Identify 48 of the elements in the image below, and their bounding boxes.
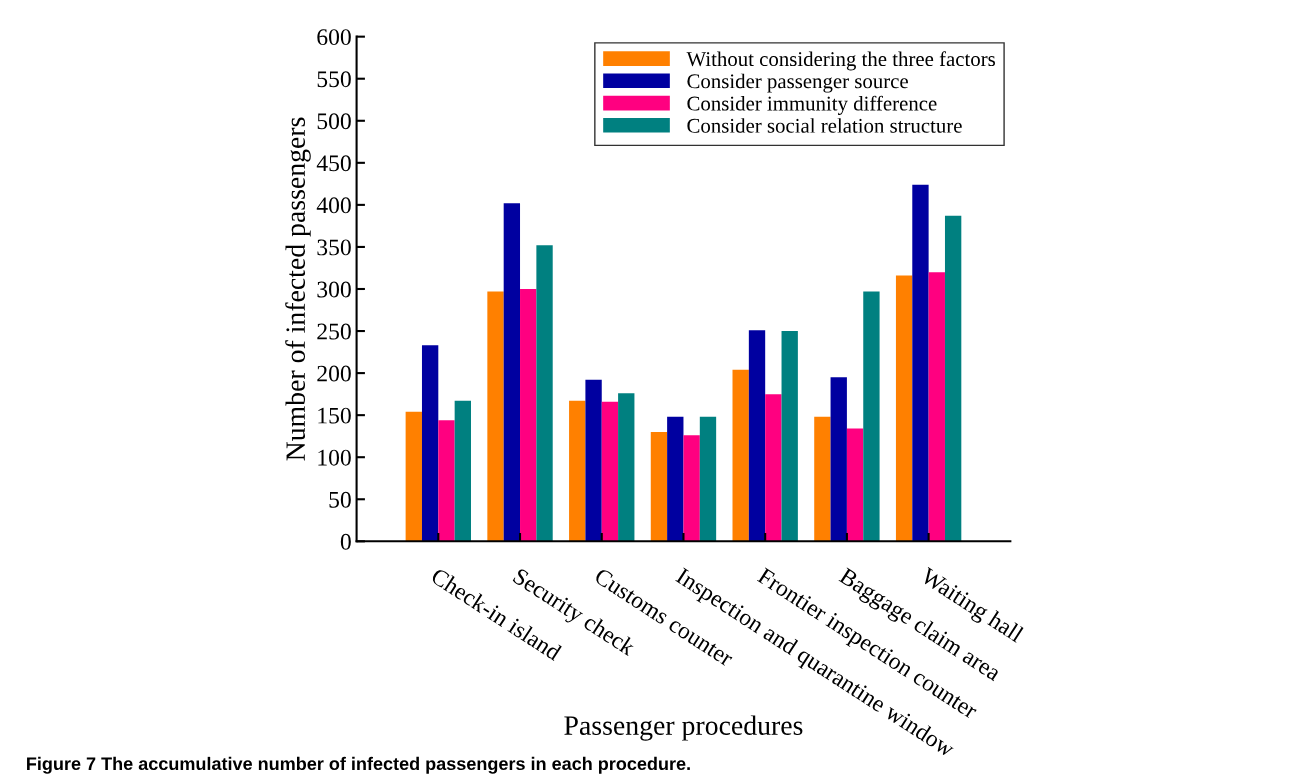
bar [944, 215, 962, 542]
caption: Figure 7 The accumulative number of infected passengers in each procedure. [27, 756, 690, 774]
bar [928, 272, 945, 542]
bar [846, 428, 864, 542]
bar [454, 400, 471, 542]
bar [650, 431, 668, 542]
y-tick-label: 250 [317, 323, 351, 340]
y-tick-label: 200 [317, 365, 351, 382]
bar [912, 184, 929, 542]
bar [536, 245, 553, 542]
bar [601, 401, 619, 542]
bar [667, 416, 684, 542]
legend-label: Consider social relation structure [687, 118, 962, 133]
y-tick-label: 450 [316, 155, 351, 172]
y-tick-label: 350 [317, 239, 351, 256]
x-axis-title: Passenger procedures [564, 715, 803, 741]
y-tick-label: 100 [318, 449, 351, 466]
y-tick-label: 500 [317, 113, 351, 130]
y-tick-label: 0 [340, 533, 351, 550]
bar [503, 203, 521, 542]
legend-label: Consider passenger source [687, 73, 908, 93]
bar [895, 275, 913, 542]
bar [781, 331, 798, 542]
bar [618, 393, 635, 542]
y-axis-title: Number of infected passengers [285, 117, 311, 461]
y-tick-label: 300 [317, 281, 351, 298]
legend-label: Without considering the three factors [686, 51, 995, 71]
bar [683, 435, 700, 542]
bar [765, 394, 782, 542]
bar [863, 291, 880, 542]
bar [814, 416, 831, 542]
bar [830, 377, 847, 542]
bar [405, 411, 422, 542]
bar [487, 291, 504, 542]
bar [569, 400, 586, 542]
y-tick-label: 150 [318, 407, 351, 424]
bar [421, 345, 439, 542]
bar [732, 369, 749, 542]
bar [585, 379, 602, 542]
y-tick-label: 400 [316, 197, 351, 214]
bar [699, 416, 717, 542]
y-tick-label: 600 [317, 29, 351, 46]
bar [438, 420, 455, 542]
y-tick-label: 50 [329, 491, 351, 508]
y-tick-label: 550 [317, 71, 351, 88]
legend-label: Consider immunity difference [687, 95, 937, 115]
bar [520, 288, 537, 542]
bar [748, 330, 766, 542]
